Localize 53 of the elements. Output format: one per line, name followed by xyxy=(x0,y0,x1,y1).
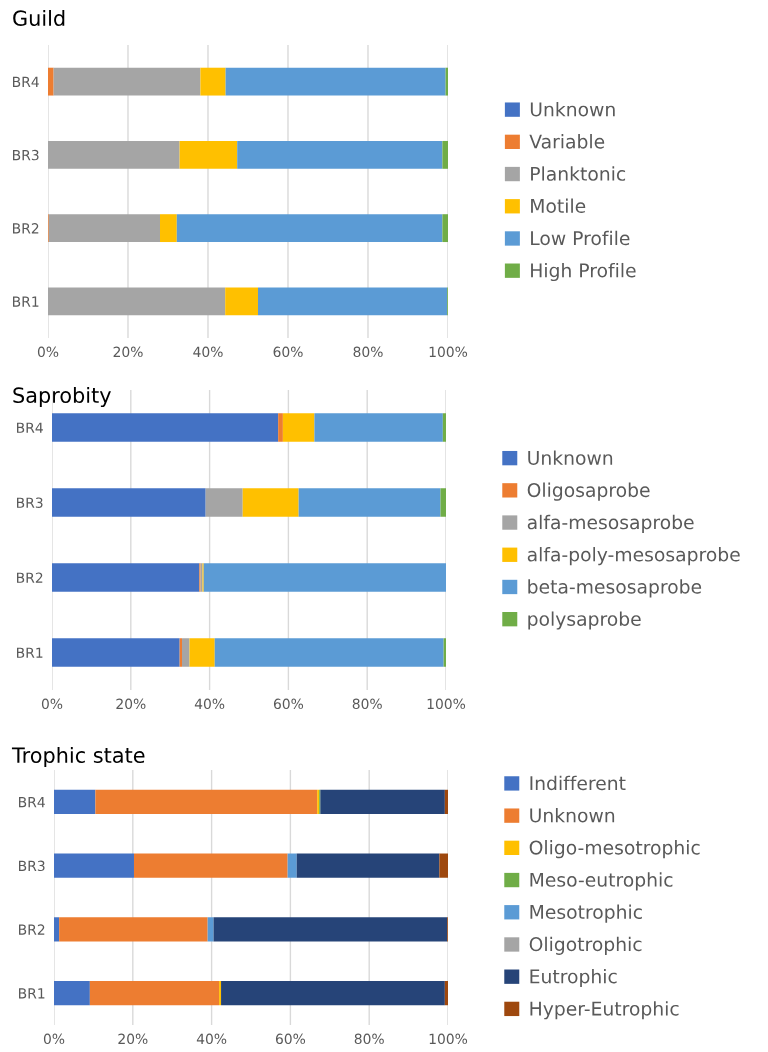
x-tick-label: 0% xyxy=(43,1033,65,1045)
x-tick-label: 100% xyxy=(427,698,466,710)
y-tick-label: BR1 xyxy=(17,647,43,658)
x-tick-label: 20% xyxy=(118,1033,148,1045)
x-tick-label: 60% xyxy=(273,698,304,710)
legend-label: Mesotrophic xyxy=(530,904,642,923)
y-tick-label: BR4 xyxy=(19,797,45,808)
x-tick-label: 80% xyxy=(352,698,382,710)
x-tick-label: 100% xyxy=(429,346,468,358)
legend-label: Oligo-mesotrophic xyxy=(529,840,700,859)
y-tick-label: BR1 xyxy=(13,296,39,307)
legend-label: Eutrophic xyxy=(530,968,617,988)
x-tick-label: 60% xyxy=(273,346,303,358)
y-tick-label: BR3 xyxy=(13,149,39,161)
y-tick-label: BR2 xyxy=(13,223,39,234)
x-tick-label: 20% xyxy=(113,346,143,358)
y-tick-label: BR4 xyxy=(13,76,39,87)
x-tick-label: 40% xyxy=(194,698,225,710)
y-tick-label: BR1 xyxy=(19,988,45,999)
legend-label: High Profile xyxy=(531,262,636,282)
chart-title: Saprobity xyxy=(13,386,111,408)
legend-label: Oligotrophic xyxy=(529,936,642,955)
legend-label: Planktonic xyxy=(531,166,626,181)
legend-label: Oligosaprobe xyxy=(527,482,650,501)
x-tick-label: 80% xyxy=(353,346,383,358)
legend-label: Unknown xyxy=(530,101,615,117)
x-tick-label: 80% xyxy=(354,1033,384,1045)
chart-title: Trophic state xyxy=(11,746,145,768)
y-tick-label: BR4 xyxy=(17,422,43,433)
y-tick-label: BR2 xyxy=(19,924,45,935)
x-tick-label: 40% xyxy=(196,1033,227,1045)
x-tick-label: 0% xyxy=(41,698,63,710)
legend-label: alfa-mesosaprobe xyxy=(527,514,694,533)
legend-label: Meso-eutrophic xyxy=(530,872,673,891)
y-tick-label: BR3 xyxy=(17,497,43,508)
legend-label: polysaprobe xyxy=(528,611,641,630)
x-tick-label: 0% xyxy=(37,346,59,358)
legend-label: alfa-poly-mesosaprobe xyxy=(527,547,740,566)
legend-label: Low Profile xyxy=(531,230,630,246)
x-tick-label: 100% xyxy=(429,1033,468,1045)
legend-label: Unknown xyxy=(530,807,615,823)
legend-label: Motile xyxy=(531,198,586,214)
y-tick-label: BR3 xyxy=(19,860,45,872)
x-tick-label: 20% xyxy=(116,698,146,710)
legend-label: Hyper-Eutrophic xyxy=(530,1001,679,1020)
legend-label: beta-mesosaprobe xyxy=(528,579,702,598)
chart-title: Guild xyxy=(13,9,65,27)
legend-label: Unknown xyxy=(528,450,613,465)
x-tick-label: 60% xyxy=(275,1033,306,1045)
y-tick-label: BR2 xyxy=(17,572,43,583)
legend-label: Variable xyxy=(529,134,605,149)
legend-label: Indifferent xyxy=(530,775,626,791)
x-tick-label: 40% xyxy=(193,346,223,358)
